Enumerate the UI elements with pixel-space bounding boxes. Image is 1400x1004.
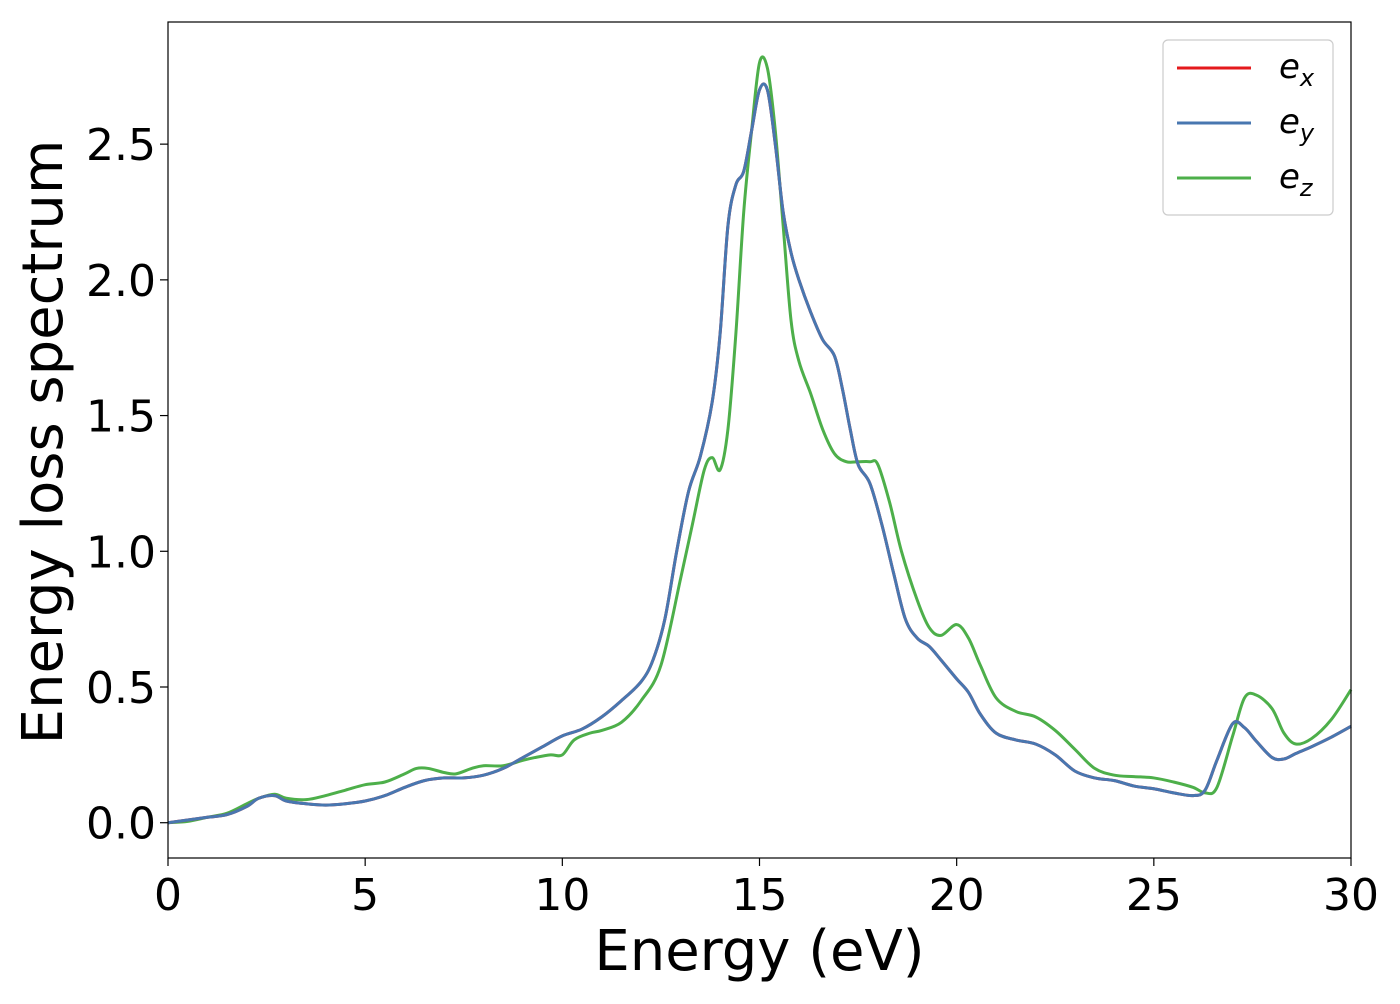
x-tick-label: 15: [732, 870, 788, 921]
legend-label-subscript: y: [1299, 119, 1315, 147]
legend-label-subscript: x: [1299, 64, 1315, 92]
y-tick-label: 2.5: [86, 120, 156, 171]
y-tick-label: 0.5: [86, 663, 156, 714]
x-axis-label: Energy (eV): [594, 919, 924, 984]
series-layer: [167, 55, 1353, 825]
y-tick-label: 1.5: [86, 392, 156, 443]
series-line-y: [167, 82, 1352, 825]
legend-box: [1162, 39, 1334, 216]
y-axis-ticks: 0.0 0.5 1.0 1.5 2.0 2.5: [86, 120, 168, 850]
series-line-z: [167, 55, 1353, 825]
x-axis-ticks: 0 5 10 15 20 25 30: [154, 858, 1379, 921]
x-tick-label: 20: [929, 870, 985, 921]
y-tick-label: 2.0: [86, 256, 156, 307]
y-tick-label: 0.0: [86, 799, 156, 850]
x-tick-label: 0: [154, 870, 182, 921]
x-tick-label: 30: [1323, 870, 1379, 921]
x-tick-label: 5: [351, 870, 379, 921]
legend-label-subscript: z: [1299, 174, 1314, 202]
x-tick-label: 25: [1126, 870, 1182, 921]
y-axis-label: Energy loss spectrum: [11, 140, 76, 745]
x-tick-label: 10: [534, 870, 590, 921]
y-tick-label: 1.0: [86, 527, 156, 578]
